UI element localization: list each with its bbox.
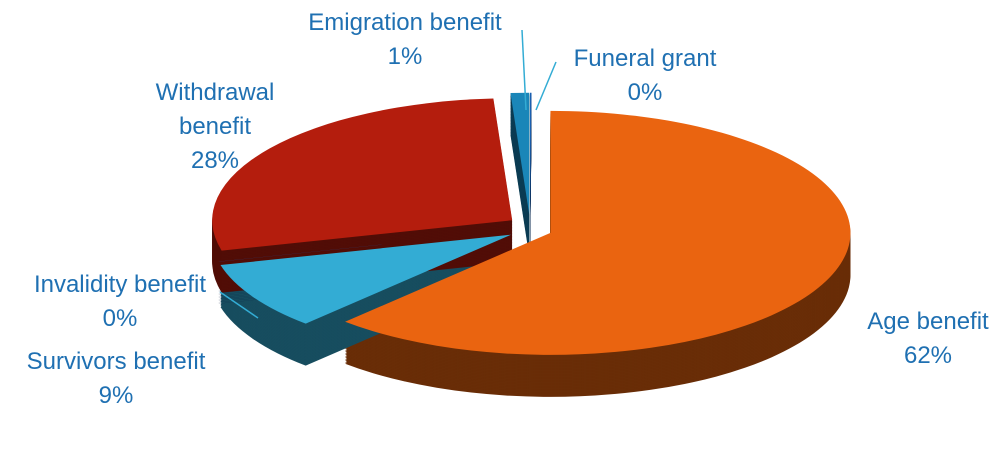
value-label: 28%	[190, 147, 240, 174]
tops	[212, 92, 851, 355]
category-label: Emigration benefit	[308, 9, 502, 36]
leader-line	[219, 291, 259, 319]
value-label: 0%	[102, 305, 138, 332]
slice-label: Emigration benefit 1%	[270, 6, 540, 74]
slice	[220, 234, 512, 324]
slice	[530, 92, 532, 215]
slice-label: Invalidity benefit 0%	[0, 268, 240, 336]
category-label: Withdrawal benefit	[155, 79, 275, 140]
value-label: 0%	[627, 79, 663, 106]
slice	[212, 98, 513, 251]
category-label: Age benefit	[867, 308, 989, 335]
slice-label: Survivors benefit 9%	[0, 345, 232, 413]
slice-label: Funeral grant 0%	[545, 42, 745, 110]
slice	[510, 92, 530, 215]
value-label: 9%	[98, 382, 134, 409]
leader-line	[521, 29, 527, 111]
category-label: Survivors benefit	[26, 348, 206, 375]
slice-label: Age benefit 62%	[848, 305, 1003, 373]
slice-label: Withdrawal benefit 28%	[135, 76, 295, 178]
leader-line	[535, 61, 557, 111]
slice	[345, 110, 851, 355]
slice	[218, 231, 509, 262]
value-label: 62%	[903, 342, 953, 369]
category-label: Funeral grant	[573, 45, 717, 72]
value-label: 1%	[387, 43, 423, 70]
category-label: Invalidity benefit	[33, 271, 207, 298]
